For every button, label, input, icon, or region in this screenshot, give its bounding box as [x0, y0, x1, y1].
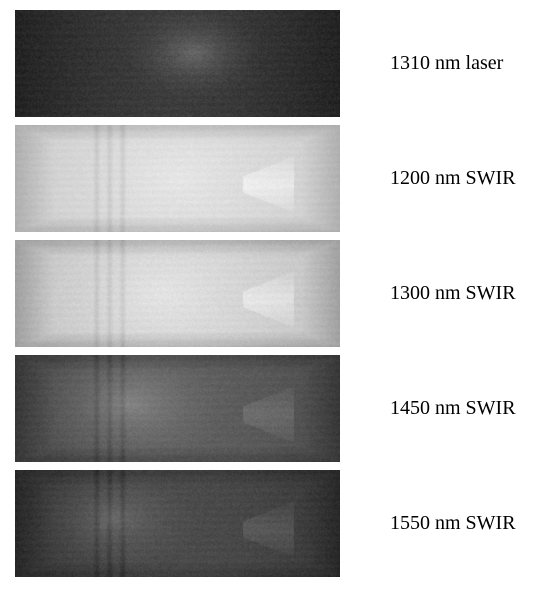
swir-canvas-0 — [15, 10, 340, 117]
panel-row-0: 1310 nm laser — [15, 10, 558, 117]
panel-row-4: 1550 nm SWIR — [15, 470, 558, 577]
swir-canvas-4 — [15, 470, 340, 577]
image-panel-1 — [15, 125, 340, 232]
swir-canvas-2 — [15, 240, 340, 347]
panel-label-3: 1450 nm SWIR — [390, 397, 516, 420]
image-panel-2 — [15, 240, 340, 347]
image-panel-4 — [15, 470, 340, 577]
panel-row-3: 1450 nm SWIR — [15, 355, 558, 462]
panel-label-0: 1310 nm laser — [390, 52, 503, 75]
panel-label-1: 1200 nm SWIR — [390, 167, 516, 190]
panel-label-2: 1300 nm SWIR — [390, 282, 516, 305]
panel-label-4: 1550 nm SWIR — [390, 512, 516, 535]
panel-row-1: 1200 nm SWIR — [15, 125, 558, 232]
image-panel-0 — [15, 10, 340, 117]
image-panel-3 — [15, 355, 340, 462]
figure-container: 1310 nm laser 1200 nm SWIR 1300 nm SWIR … — [0, 0, 558, 587]
panel-row-2: 1300 nm SWIR — [15, 240, 558, 347]
swir-canvas-3 — [15, 355, 340, 462]
swir-canvas-1 — [15, 125, 340, 232]
